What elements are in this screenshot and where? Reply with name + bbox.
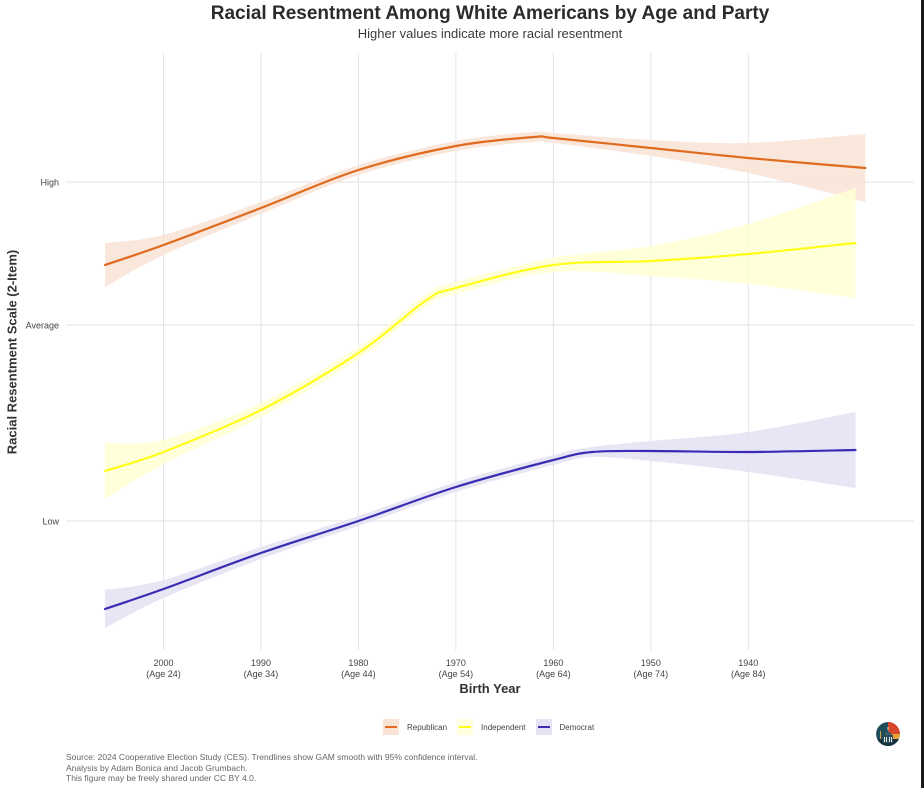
y-axis-label: Racial Resentment Scale (2-Item) bbox=[4, 249, 20, 455]
y-tick-label: High bbox=[40, 178, 59, 188]
legend: Republican Independent Democrat bbox=[383, 719, 604, 735]
x-tick-label: 1980 bbox=[348, 658, 368, 668]
ribbon-democrat bbox=[104, 412, 856, 628]
legend-label-democrat: Democrat bbox=[559, 722, 595, 732]
x-tick-sublabel: (Age 24) bbox=[146, 669, 181, 679]
x-tick-label: 1960 bbox=[543, 658, 563, 668]
caption-line-analysis: Analysis by Adam Bonica and Jacob Grumba… bbox=[66, 762, 248, 773]
y-tick-label: Average bbox=[26, 321, 59, 331]
y-tick-labels: Low Average High bbox=[26, 178, 60, 527]
line-democrat bbox=[103, 448, 857, 611]
ribbon-independent bbox=[104, 188, 856, 499]
legend-key-independent bbox=[457, 719, 474, 735]
x-axis-label: Birth Year bbox=[459, 681, 521, 696]
legend-label-independent: Independent bbox=[481, 722, 526, 732]
capitol-building-logo-icon bbox=[876, 722, 900, 746]
y-tick-label: Low bbox=[42, 517, 59, 527]
x-tick-sublabel: (Age 44) bbox=[341, 669, 376, 679]
window-right-border bbox=[921, 0, 924, 788]
x-tick-label: 1950 bbox=[641, 658, 661, 668]
x-tick-labels: 2000(Age 24) 1990(Age 34) 1980(Age 44) 1970… bbox=[146, 658, 765, 679]
chart-subtitle: Higher values indicate more racial resen… bbox=[357, 26, 623, 41]
line-independent bbox=[103, 241, 857, 473]
source-caption: Source: 2024 Cooperative Election Study … bbox=[66, 752, 478, 784]
line-republican bbox=[103, 135, 867, 267]
x-tick-label: 1990 bbox=[251, 658, 271, 668]
x-tick-sublabel: (Age 34) bbox=[244, 669, 279, 679]
x-tick-label: 2000 bbox=[153, 658, 173, 668]
legend-label-republican: Republican bbox=[407, 722, 448, 732]
chart-title: Racial Resentment Among White Americans … bbox=[210, 3, 770, 24]
x-tick-sublabel: (Age 64) bbox=[536, 669, 571, 679]
x-tick-sublabel: (Age 74) bbox=[634, 669, 669, 679]
legend-item-republican: Republican bbox=[383, 719, 447, 735]
confidence-ribbons bbox=[104, 131, 866, 628]
caption-line-license: This figure may be freely shared under C… bbox=[66, 773, 257, 783]
legend-item-democrat: Democrat bbox=[535, 719, 595, 735]
legend-item-independent: Independent bbox=[457, 719, 526, 735]
caption-line-source: Source: 2024 Cooperative Election Study … bbox=[66, 752, 478, 762]
trend-lines bbox=[103, 135, 867, 611]
x-tick-sublabel: (Age 54) bbox=[439, 669, 474, 679]
x-tick-label: 1970 bbox=[446, 658, 466, 668]
x-tick-sublabel: (Age 84) bbox=[731, 669, 766, 679]
legend-key-democrat bbox=[535, 719, 552, 735]
x-tick-label: 1940 bbox=[738, 658, 758, 668]
legend-key-republican bbox=[383, 719, 399, 735]
